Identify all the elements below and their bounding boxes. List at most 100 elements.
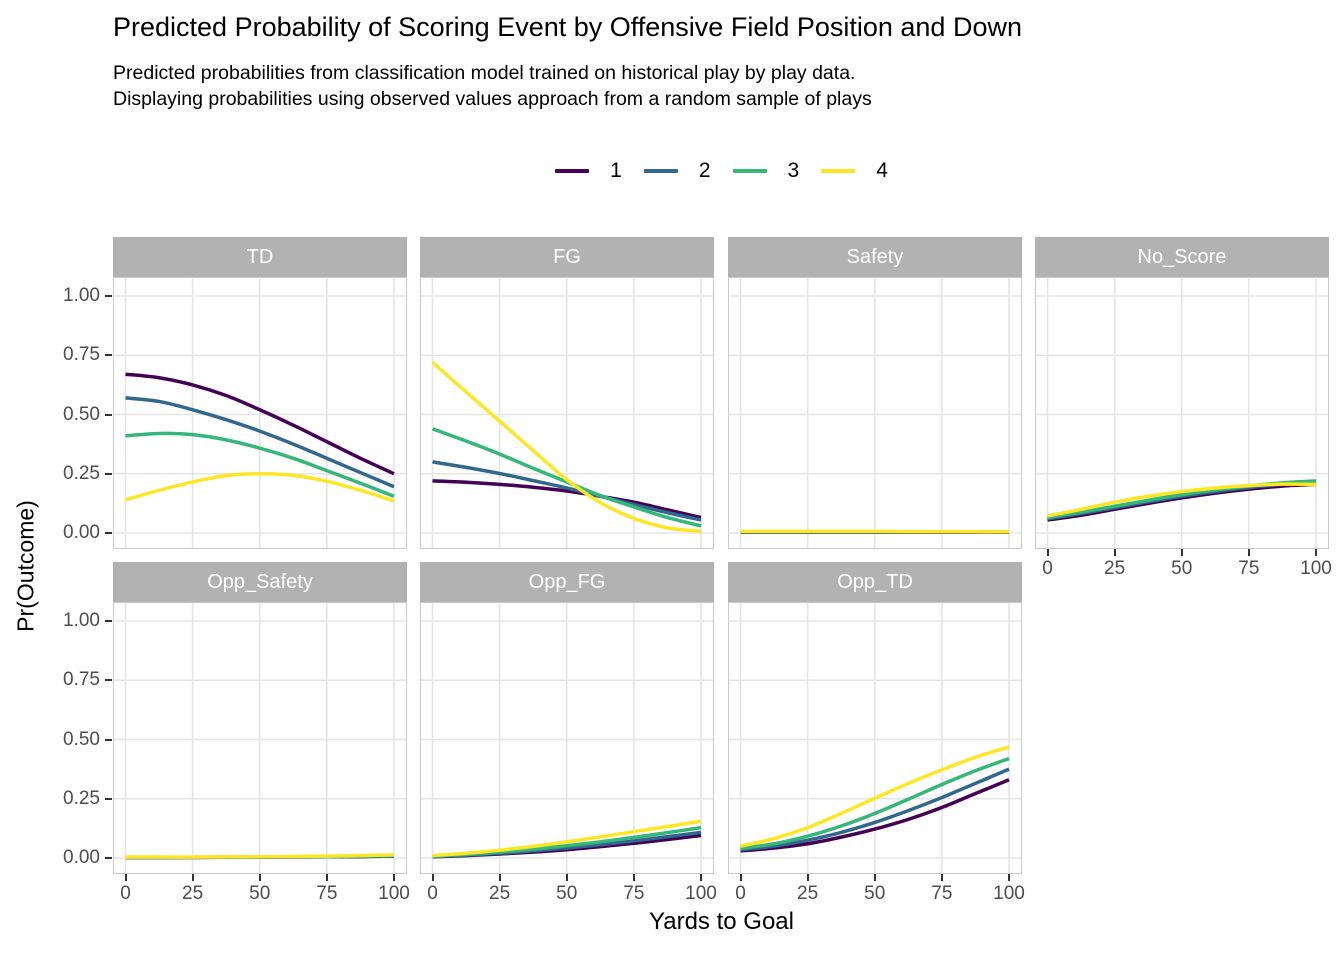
line-down-4 <box>431 361 702 534</box>
x-tick-label: 0 <box>120 883 131 904</box>
line-down-4 <box>740 529 1010 534</box>
x-tick-label: 0 <box>427 883 438 904</box>
legend: 1 2 3 4 <box>113 156 1330 186</box>
panel-border <box>420 277 714 549</box>
facet-strip-no-score: No_Score <box>1035 237 1329 277</box>
facet-panel-opp-safety <box>113 602 407 874</box>
facet-panel-safety <box>728 277 1022 549</box>
chart-subtitle: Predicted probabilities from classificat… <box>113 60 872 112</box>
x-tick-mark <box>191 874 194 881</box>
x-axis-title: Yards to Goal <box>649 908 794 935</box>
y-tick-mark <box>105 738 112 741</box>
x-tick-label: 100 <box>993 883 1025 904</box>
chart-title: Predicted Probability of Scoring Event b… <box>113 12 1022 42</box>
y-tick-label: 0.25 <box>63 787 100 809</box>
legend-swatch-down-3 <box>732 169 767 173</box>
x-tick-label: 75 <box>1238 558 1260 579</box>
facet-panel-opp-fg <box>420 602 714 874</box>
x-tick-mark <box>940 874 943 881</box>
line-down-2 <box>432 460 702 522</box>
facet-strip-td: TD <box>113 237 407 277</box>
legend-item-down-4: 4 <box>821 159 888 183</box>
line-down-4 <box>740 745 1010 848</box>
line-down-4 <box>1047 482 1317 518</box>
x-tick-label: 25 <box>489 883 511 904</box>
legend-swatch-down-4 <box>821 169 856 173</box>
y-tick-label: 1.00 <box>63 285 100 306</box>
y-tick-mark <box>105 857 112 859</box>
x-tick-mark <box>325 874 328 881</box>
x-tick-mark <box>739 874 742 881</box>
legend-label-down-2: 2 <box>698 159 711 182</box>
facet-strip-opp-fg: Opp_FG <box>420 562 714 602</box>
legend-swatch-down-1 <box>555 169 590 173</box>
x-tick-mark <box>1180 549 1183 556</box>
x-tick-label: 0 <box>1042 558 1053 579</box>
x-tick-mark <box>806 874 809 881</box>
x-tick-mark <box>498 874 501 881</box>
line-down-1 <box>125 372 395 476</box>
panel-border <box>1035 277 1329 549</box>
facet-panel-opp-td <box>728 602 1022 874</box>
facet-strip-opp-td: Opp_TD <box>728 562 1022 602</box>
x-tick-label: 50 <box>1171 558 1193 579</box>
line-down-3 <box>125 431 395 498</box>
line-down-3 <box>740 756 1010 851</box>
y-tick-label: 0.50 <box>63 403 100 425</box>
x-tick-mark <box>700 874 702 881</box>
x-tick-label: 100 <box>1300 558 1332 579</box>
line-down-1 <box>740 778 1010 853</box>
line-down-4 <box>432 819 702 858</box>
y-tick-mark <box>105 797 112 800</box>
y-tick-label: 0.75 <box>63 669 100 691</box>
legend-label-down-4: 4 <box>876 159 888 182</box>
x-tick-mark <box>1247 549 1250 556</box>
y-axis-title: Pr(Outcome) <box>12 500 39 632</box>
x-tick-label: 25 <box>182 883 204 904</box>
y-tick-label: 0.75 <box>63 344 100 366</box>
x-tick-label: 75 <box>931 883 953 904</box>
legend-item-down-2: 2 <box>643 159 711 183</box>
panel-border <box>113 277 407 549</box>
facet-strip-safety: Safety <box>728 237 1022 277</box>
chart-subtitle-line-2: Displaying probabilities using observed … <box>113 88 872 110</box>
x-tick-mark <box>258 874 261 881</box>
y-tick-label: 1.00 <box>63 610 100 631</box>
x-tick-mark <box>873 874 876 881</box>
facet-strip-opp-safety: Opp_Safety <box>113 562 407 602</box>
y-tick-label: 0.25 <box>63 462 100 484</box>
y-tick-label: 0.50 <box>63 728 100 750</box>
x-tick-label: 25 <box>1104 558 1126 579</box>
x-tick-mark <box>431 874 434 881</box>
legend-swatch-down-2 <box>643 169 678 173</box>
line-down-4 <box>125 471 395 503</box>
panel-border <box>420 602 714 874</box>
chart-subtitle-line-1: Predicted probabilities from classificat… <box>113 62 856 84</box>
facet-panel-no-score <box>1035 277 1329 549</box>
x-tick-mark <box>1315 549 1317 556</box>
x-tick-mark <box>1113 549 1116 556</box>
x-tick-mark <box>124 874 127 881</box>
y-tick-mark <box>105 620 112 622</box>
x-tick-label: 100 <box>685 883 717 904</box>
y-tick-label: 0.00 <box>63 847 100 868</box>
panel-border <box>113 602 407 874</box>
line-down-4 <box>125 853 395 859</box>
y-tick-mark <box>105 413 112 416</box>
line-down-1 <box>432 479 702 520</box>
panel-border <box>728 602 1022 874</box>
y-tick-mark <box>105 354 112 357</box>
x-tick-label: 0 <box>735 883 746 904</box>
x-tick-label: 25 <box>797 883 819 904</box>
line-down-3 <box>431 427 702 528</box>
y-tick-mark <box>105 472 112 475</box>
y-tick-mark <box>105 532 112 534</box>
x-tick-label: 100 <box>378 883 410 904</box>
x-tick-mark <box>632 874 635 881</box>
x-tick-mark <box>1046 549 1049 556</box>
panel-border <box>728 277 1022 549</box>
legend-label-down-1: 1 <box>610 159 622 182</box>
y-tick-mark <box>105 295 112 297</box>
line-down-2 <box>125 396 395 489</box>
